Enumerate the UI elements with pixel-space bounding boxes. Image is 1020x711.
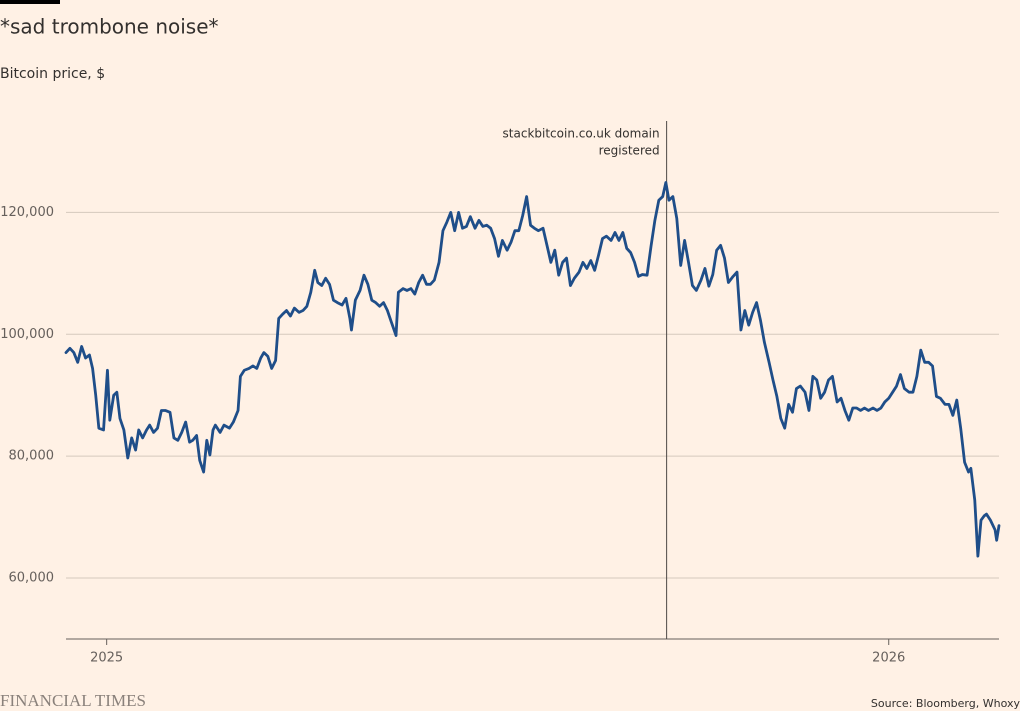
x-tick-label: 2025: [90, 651, 123, 666]
x-tick-label: 2026: [872, 651, 905, 666]
source-note: Source: Bloomberg, Whoxy: [871, 697, 1020, 710]
annotation-text: stackbitcoin.co.uk domain: [503, 127, 660, 141]
brand-bar: [0, 0, 60, 4]
price-line: [64, 181, 1001, 558]
annotation-text: registered: [599, 144, 660, 158]
brand-logo: FINANCIAL TIMES: [0, 691, 146, 710]
y-tick-label: 100,000: [0, 327, 54, 342]
chart-title: *sad trombone noise*: [0, 15, 219, 39]
y-tick-label: 120,000: [0, 205, 54, 220]
y-tick-label: 80,000: [9, 449, 55, 464]
chart-subtitle: Bitcoin price, $: [0, 66, 105, 82]
y-tick-label: 60,000: [9, 571, 55, 586]
